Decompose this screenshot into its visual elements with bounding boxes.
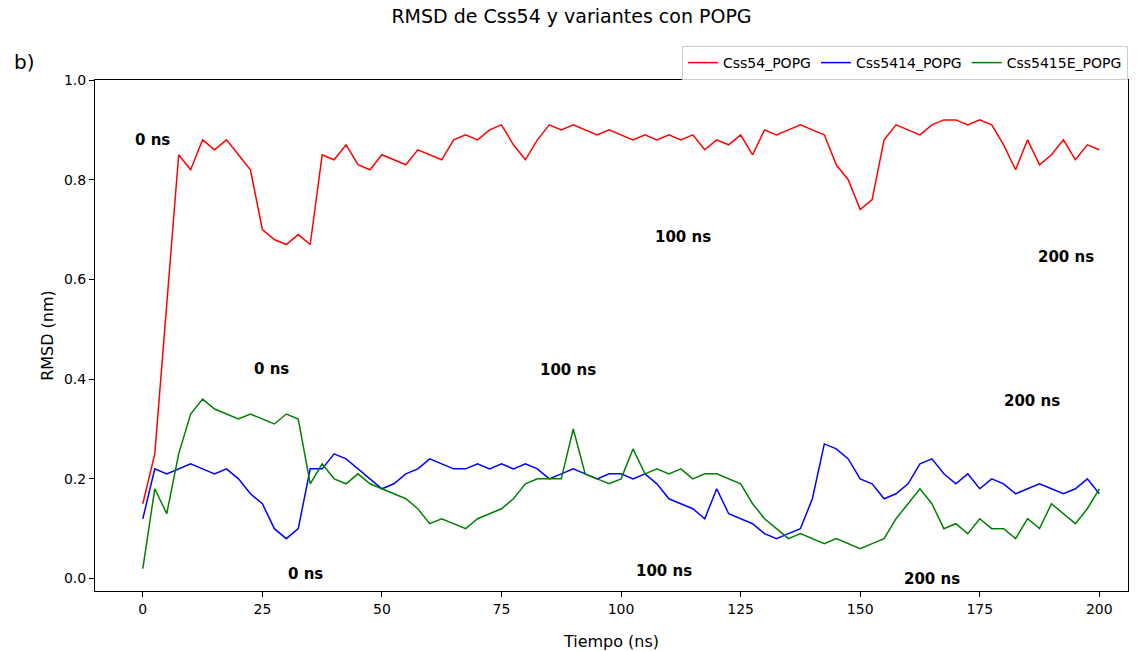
svg-text:0 ns: 0 ns xyxy=(254,360,289,378)
svg-text:175: 175 xyxy=(966,601,993,617)
svg-text:0 ns: 0 ns xyxy=(288,565,323,583)
svg-text:100 ns: 100 ns xyxy=(540,361,596,379)
svg-text:Css5414_POPG: Css5414_POPG xyxy=(856,55,962,71)
svg-text:RMSD de Css54 y variantes con: RMSD de Css54 y variantes con POPG xyxy=(391,5,751,27)
svg-text:0 ns: 0 ns xyxy=(135,131,170,149)
svg-text:125: 125 xyxy=(727,601,754,617)
svg-text:RMSD (nm): RMSD (nm) xyxy=(38,290,57,381)
svg-text:b): b) xyxy=(14,50,35,74)
svg-text:50: 50 xyxy=(373,601,391,617)
svg-text:100: 100 xyxy=(608,601,635,617)
svg-text:Tiempo (ns): Tiempo (ns) xyxy=(563,632,659,651)
svg-text:25: 25 xyxy=(253,601,271,617)
svg-text:200 ns: 200 ns xyxy=(1004,392,1060,410)
svg-text:0: 0 xyxy=(138,601,147,617)
svg-text:0.2: 0.2 xyxy=(64,471,86,487)
svg-text:200 ns: 200 ns xyxy=(904,570,960,588)
svg-text:Css54_POPG: Css54_POPG xyxy=(723,55,811,71)
svg-text:1.0: 1.0 xyxy=(64,72,86,88)
svg-text:150: 150 xyxy=(847,601,874,617)
svg-text:100 ns: 100 ns xyxy=(655,228,711,246)
svg-text:0.0: 0.0 xyxy=(64,570,86,586)
svg-text:0.8: 0.8 xyxy=(64,172,86,188)
svg-text:200: 200 xyxy=(1086,601,1113,617)
svg-text:0.6: 0.6 xyxy=(64,271,86,287)
svg-text:Css5415E_POPG: Css5415E_POPG xyxy=(1007,55,1122,71)
svg-text:75: 75 xyxy=(493,601,511,617)
svg-text:0.4: 0.4 xyxy=(64,371,86,387)
svg-text:200 ns: 200 ns xyxy=(1038,248,1094,266)
svg-text:100 ns: 100 ns xyxy=(636,562,692,580)
